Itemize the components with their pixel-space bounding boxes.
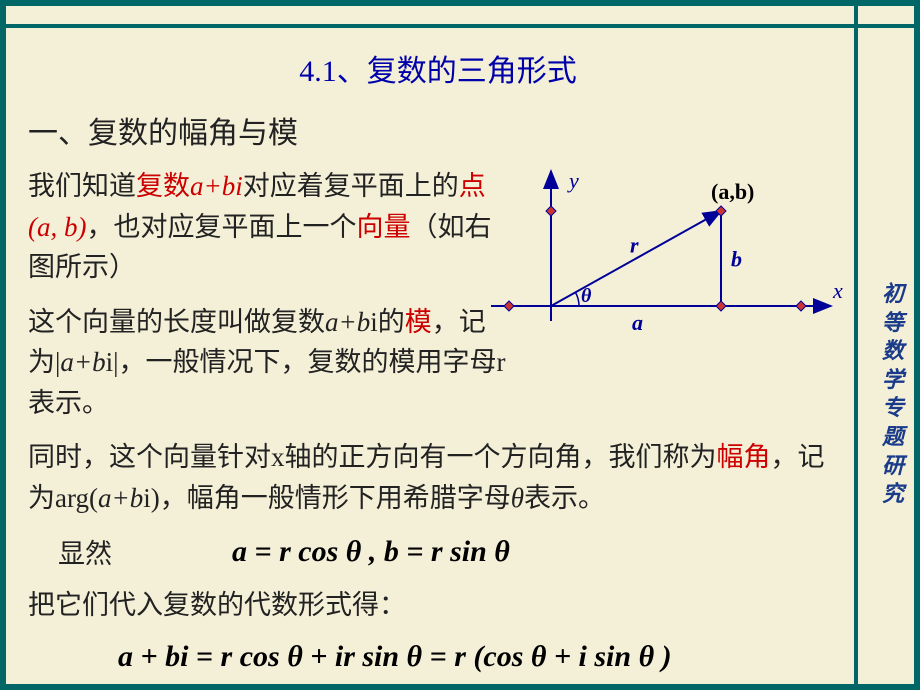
vector-diagram: y x (a,b) r b a θ [491,166,861,346]
text-red: 向量 [356,212,410,242]
svg-text:x: x [832,278,843,303]
svg-text:b: b [731,247,742,272]
expr: (a, b) [28,212,86,242]
slide-background: 4.1、复数的三角形式 一、复数的幅角与模 我们知道复数a+bi对应着复平面上的… [6,6,914,684]
formula-1: a = r cos θ , b = r sin θ [232,535,510,569]
text: 表示。 [524,483,605,513]
text: 对应着复平面上的 [243,171,459,201]
expr: a+bi [190,171,243,201]
text: 这个向量的长度叫做复数 [28,307,325,337]
sidebar-text: 初等数学专题研究 [878,280,908,509]
text-red: 模 [405,307,432,337]
svg-text:θ: θ [581,285,592,307]
text: i)，幅角一般情形下用希腊字母 [143,483,511,513]
paragraph-2: 这个向量的长度叫做复数a+bi的模，记为|a+bi|，一般情况下，复数的模用字母… [28,302,508,424]
text: 同时，这个向量针对x轴的正方向有一个方向角，我们称为 [28,442,717,472]
svg-text:a: a [632,310,643,335]
paragraph-1: 我们知道复数a+bi对应着复平面上的点(a, b)，也对应复平面上一个向量（如右… [28,166,508,288]
expr: a+b [60,347,105,377]
paragraph-4: 把它们代入复数的代数形式得： [28,585,848,626]
svg-text:(a,b): (a,b) [711,179,754,204]
formula-2: a + bi = r cos θ + ir sin θ = r (cos θ +… [118,640,848,674]
text: ，也对应复平面上一个 [86,212,356,242]
expr: a+b [325,307,370,337]
text: 的 [378,307,405,337]
svg-text:y: y [567,168,579,193]
obvious-label: 显然 [58,532,112,571]
paragraph-3: 同时，这个向量针对x轴的正方向有一个方向角，我们称为幅角，记为arg(a+bi)… [28,437,848,518]
slide-title: 4.1、复数的三角形式 [28,46,848,90]
text-red: 点 [459,171,486,201]
section-heading: 一、复数的幅角与模 [28,108,848,152]
text: 我们知道 [28,171,136,201]
content-area: 4.1、复数的三角形式 一、复数的幅角与模 我们知道复数a+bi对应着复平面上的… [28,46,848,674]
expr: θ [511,483,524,513]
text: i [370,307,378,337]
formula-row-1: 显然 a = r cos θ , b = r sin θ [58,532,848,571]
svg-text:r: r [630,233,639,258]
text-red: 复数 [136,171,190,201]
vertical-rule [854,0,858,690]
text-red: 幅角 [717,442,771,472]
expr: a+b [98,483,143,513]
horizontal-rule [0,24,920,28]
